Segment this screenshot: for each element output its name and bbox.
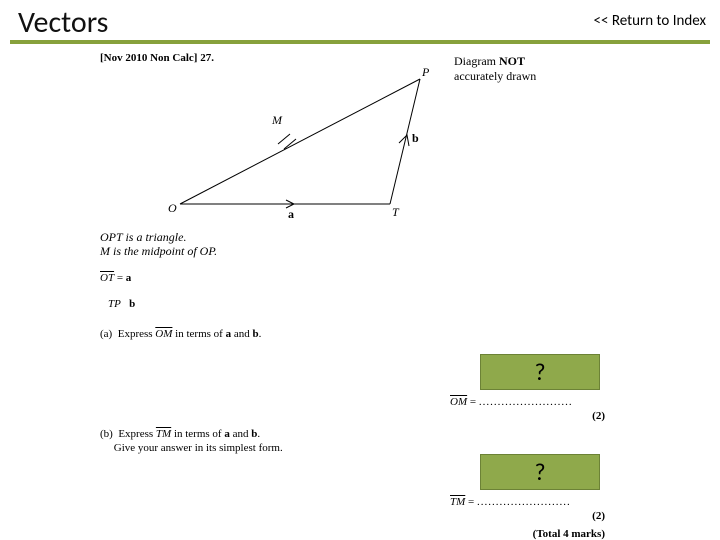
- tp-b: b: [129, 298, 135, 310]
- stem-l2-text: M is the midpoint of OP.: [100, 244, 217, 258]
- vector-TP: TP b: [108, 298, 135, 312]
- part-b-label: (b): [100, 428, 113, 440]
- question-reference: [Nov 2010 Non Calc] 27.: [100, 52, 214, 64]
- return-link[interactable]: << Return to Index: [594, 12, 706, 30]
- slide-header: Vectors << Return to Index: [0, 0, 720, 44]
- stem-line2: M is the midpoint of OP.: [100, 244, 217, 259]
- om-eq: =: [467, 396, 479, 408]
- label-b: b: [412, 131, 419, 145]
- ot-lhs: OT: [100, 272, 114, 284]
- ot-eq: =: [114, 272, 126, 284]
- diagram-note-l2: accurately drawn: [454, 69, 536, 83]
- label-M: M: [271, 113, 283, 127]
- page-title: Vectors: [18, 4, 108, 41]
- diagram-note-l1: Diagram: [454, 54, 499, 68]
- part-b: (b) Express TM in terms of a and b. Give…: [100, 428, 283, 456]
- stem-line1: OPT is a triangle.: [100, 230, 186, 245]
- marks-a: (2): [592, 410, 605, 422]
- answer-box-a[interactable]: ?: [480, 354, 600, 390]
- answer-line-b: TM = .........................: [450, 496, 571, 508]
- answer-line-a: OM = .........................: [450, 396, 573, 408]
- total-marks: (Total 4 marks): [533, 528, 605, 540]
- tm-lhs: TM: [450, 496, 465, 508]
- om-lhs: OM: [450, 396, 467, 408]
- tm-eq: =: [465, 496, 477, 508]
- tp-lhs: TP: [108, 298, 121, 310]
- answer-box-b[interactable]: ?: [480, 454, 600, 490]
- om-dots: .........................: [479, 396, 573, 408]
- triangle-diagram: O T P M a b: [160, 64, 450, 229]
- diagram-note-bold: NOT: [499, 54, 525, 68]
- answer-b-value: ?: [534, 458, 545, 487]
- stem-l1-text: OPT is a triangle.: [100, 230, 186, 244]
- diagram-note: Diagram NOT accurately drawn: [454, 54, 536, 84]
- part-a: (a) Express OM in terms of a and b.: [100, 328, 261, 342]
- label-O: O: [168, 201, 177, 215]
- vector-OT: OT = a: [100, 272, 131, 286]
- part-a-text: Express OM in terms of a and b.: [118, 328, 262, 340]
- tm-dots: .........................: [477, 496, 571, 508]
- answer-a-value: ?: [534, 358, 545, 387]
- marks-b: (2): [592, 510, 605, 522]
- part-a-label: (a): [100, 328, 112, 340]
- label-a: a: [288, 207, 294, 221]
- part-b-text-l2: Give your answer in its simplest form.: [114, 442, 283, 454]
- label-T: T: [392, 205, 400, 219]
- part-b-text-l1: Express TM in terms of a and b.: [118, 428, 260, 440]
- label-P: P: [421, 65, 430, 79]
- content-area: [Nov 2010 Non Calc] 27. Diagram NOT accu…: [0, 44, 720, 540]
- ot-a: a: [126, 272, 132, 284]
